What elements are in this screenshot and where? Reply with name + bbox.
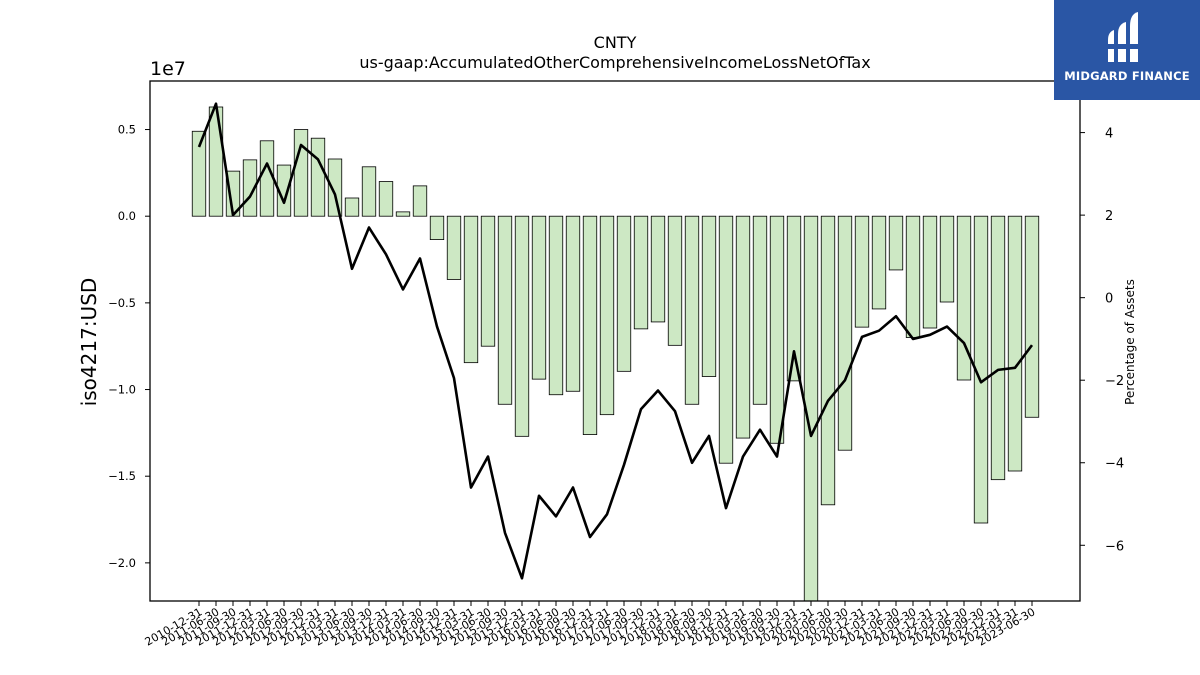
y2-tick-label: 0 xyxy=(1105,292,1113,307)
bar-2021-09-30 xyxy=(905,215,921,338)
bar-2014-12-31 xyxy=(446,215,462,280)
bar-2010-12-31 xyxy=(191,130,207,217)
y-axis-label: iso4217:USD xyxy=(77,278,101,407)
logo-mark-icon xyxy=(1106,12,1148,62)
x-axis: 2010-12-312011-06-302011-09-302011-12-31… xyxy=(143,601,1038,649)
bar-2015-03-31 xyxy=(463,215,479,364)
bar-2018-03-31 xyxy=(667,215,683,346)
logo-text: MIDGARD FINANCE xyxy=(1064,69,1190,83)
bar-2014-06-30 xyxy=(412,185,428,217)
bar-2017-12-31 xyxy=(650,215,666,323)
y-tick-label: −0.5 xyxy=(108,296,136,310)
percentage-of-assets-line xyxy=(197,102,1034,580)
bar-2019-06-30 xyxy=(752,215,768,405)
bar-2019-09-30 xyxy=(769,215,785,444)
bar-group xyxy=(191,106,1040,602)
y2-tick-label: −4 xyxy=(1105,457,1124,472)
y2-tick-label: −6 xyxy=(1105,539,1124,554)
bar-2016-03-31 xyxy=(531,215,547,380)
bar-2018-06-30 xyxy=(684,215,700,405)
y-scale-label: 1e7 xyxy=(150,58,186,80)
bar-2012-06-30 xyxy=(276,164,292,217)
y2-axis-label: Percentage of Assets xyxy=(1123,279,1137,405)
bar-2020-06-30 xyxy=(820,215,836,506)
bar-2016-12-31 xyxy=(582,215,598,435)
y2-tick-label: 4 xyxy=(1105,127,1113,142)
y-tick-label: 0.5 xyxy=(118,123,136,137)
bar-2023-06-30 xyxy=(1024,215,1040,418)
bar-2017-03-31 xyxy=(599,215,615,416)
y-axis: −2.0 −1.5 −1.0 −0.5 0.0 0.5 xyxy=(108,123,150,570)
y-tick-label: −2.0 xyxy=(108,556,136,570)
y-tick-label: −1.5 xyxy=(108,469,136,483)
line-group xyxy=(197,102,1034,580)
bar-2012-12-31 xyxy=(310,137,326,217)
bar-2018-12-31 xyxy=(718,215,734,464)
y2-tick-label: −2 xyxy=(1105,374,1124,389)
y-tick-label: −1.0 xyxy=(108,383,136,397)
bar-2020-12-31 xyxy=(854,215,870,328)
bar-2012-03-31 xyxy=(259,140,275,217)
bar-2015-09-30 xyxy=(497,215,513,405)
bar-2016-06-30 xyxy=(548,215,564,396)
bar-2019-12-31 xyxy=(786,215,802,382)
brand-logo: MIDGARD FINANCE xyxy=(1054,0,1200,100)
bar-2017-09-30 xyxy=(633,215,649,330)
bar-2022-03-31 xyxy=(939,215,955,303)
bar-2019-03-31 xyxy=(735,215,751,439)
bar-2013-03-31 xyxy=(327,158,343,217)
bar-2013-12-31 xyxy=(378,181,394,217)
bar-2021-03-31 xyxy=(871,215,887,310)
bar-2020-09-30 xyxy=(837,215,853,451)
y-tick-label: 0.0 xyxy=(118,209,136,223)
bar-2013-06-30 xyxy=(344,197,360,217)
bar-2017-06-30 xyxy=(616,215,632,372)
chart-title: CNTY xyxy=(594,33,637,52)
bar-2021-06-30 xyxy=(888,215,904,271)
bar-2015-06-30 xyxy=(480,215,496,347)
plot-frame xyxy=(149,80,1081,602)
bar-2013-09-30 xyxy=(361,166,377,217)
bar-2023-03-31 xyxy=(1007,215,1023,472)
y2-axis: −6 −4 −2 0 2 4 xyxy=(1080,127,1124,554)
bar-2014-09-30 xyxy=(429,215,445,240)
bar-2021-12-31 xyxy=(922,215,938,329)
chart-subtitle: us-gaap:AccumulatedOtherComprehensiveInc… xyxy=(359,53,870,72)
bar-2018-09-30 xyxy=(701,215,717,377)
bar-2014-03-31 xyxy=(395,211,411,217)
bar-2012-09-30 xyxy=(293,129,309,217)
bar-2022-12-31 xyxy=(990,215,1006,481)
bar-2011-06-30 xyxy=(208,106,224,217)
bar-2015-12-31 xyxy=(514,215,530,437)
bar-2016-09-30 xyxy=(565,215,581,392)
y2-tick-label: 2 xyxy=(1105,209,1113,224)
